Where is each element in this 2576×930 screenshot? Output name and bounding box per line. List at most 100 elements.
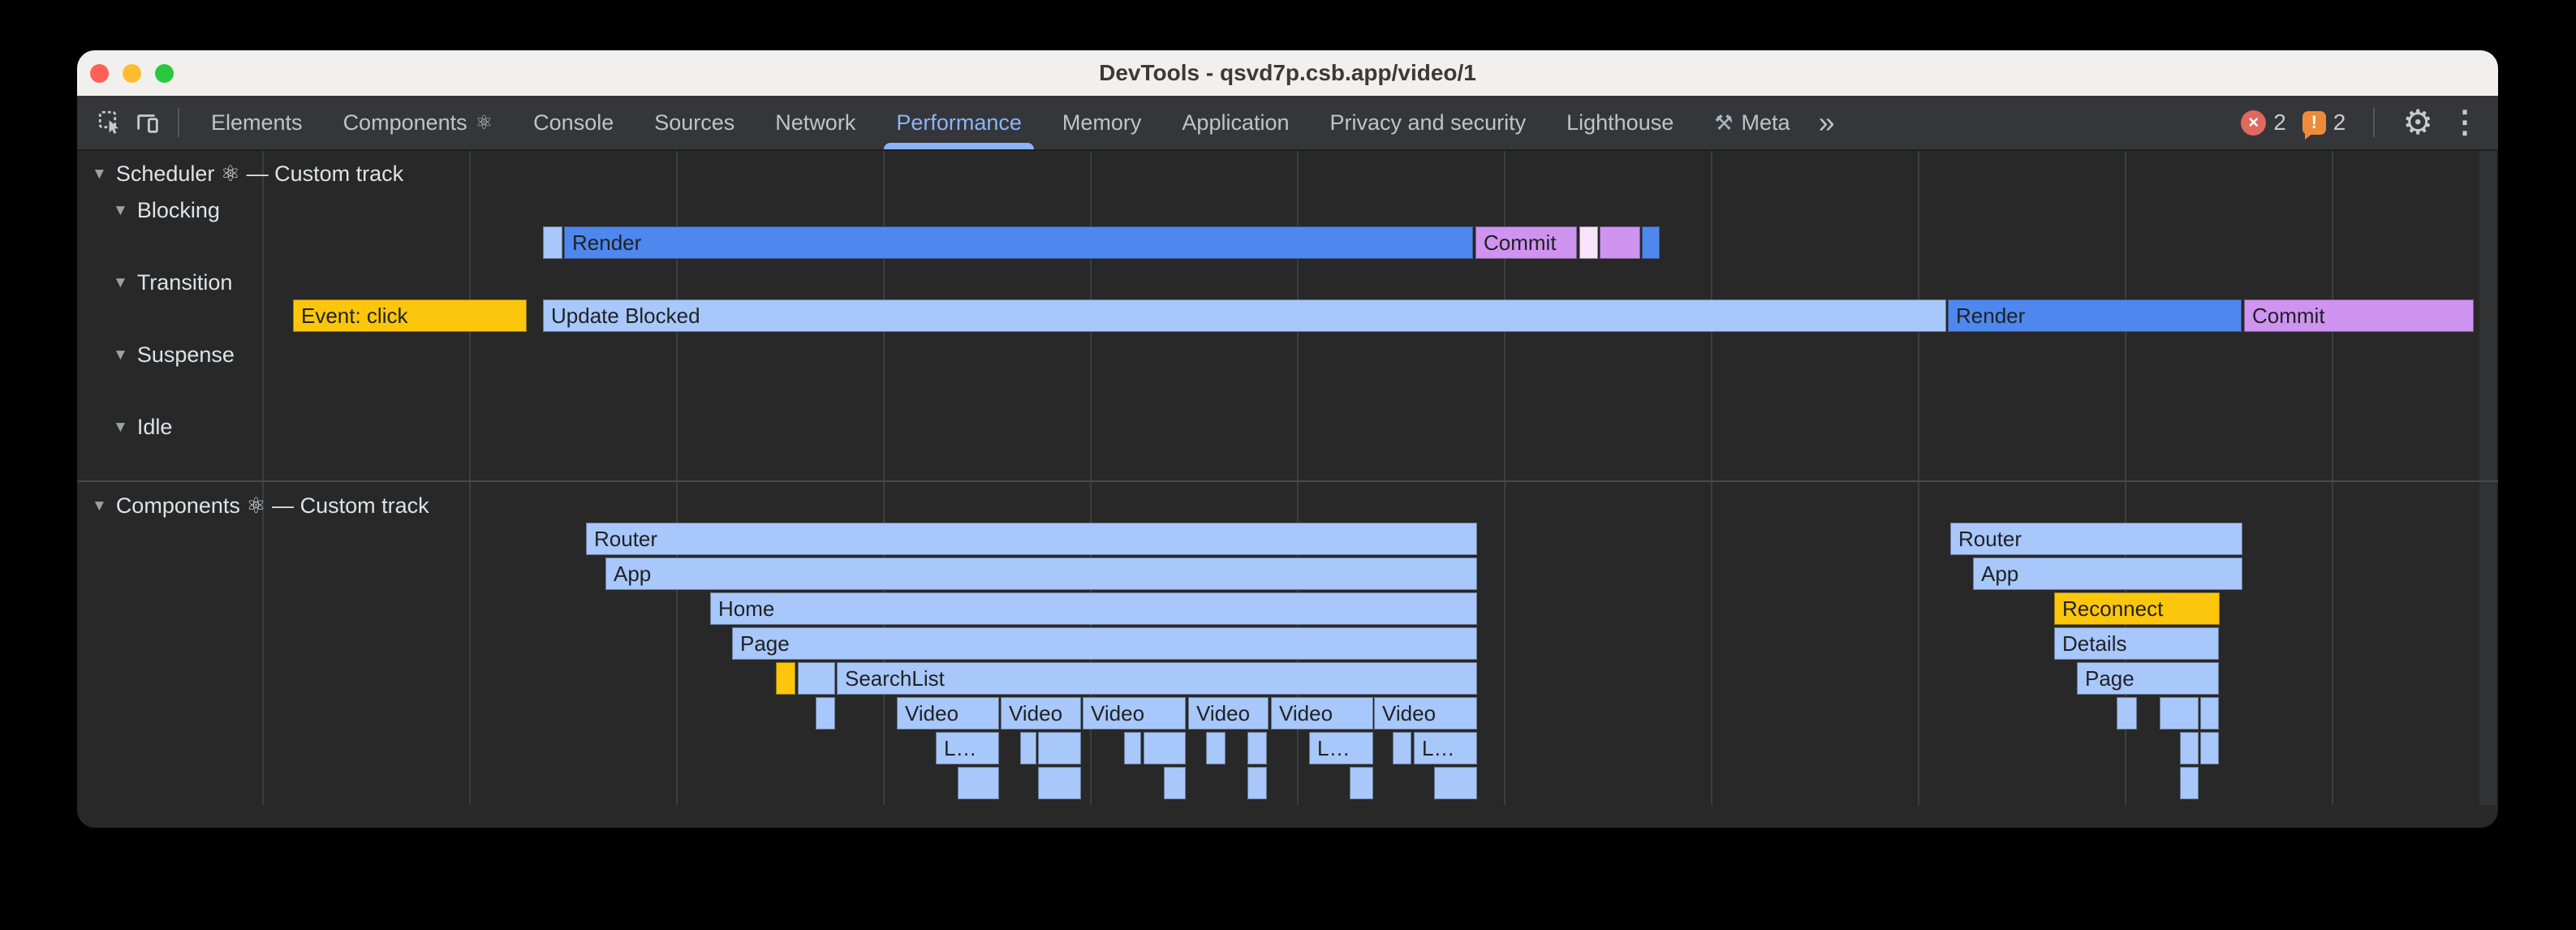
flame-bar[interactable] xyxy=(1206,732,1226,764)
warning-count-badge[interactable]: ! 2 xyxy=(2302,110,2346,140)
tab-elements[interactable]: Elements xyxy=(191,96,323,149)
flame-bar-label: Update Blocked xyxy=(551,304,700,328)
device-toolbar-icon[interactable] xyxy=(129,104,166,141)
timeline-scrollbar-gutter[interactable] xyxy=(2479,151,2496,805)
flame-bar-video[interactable]: Video xyxy=(1271,697,1373,730)
flame-bar-video[interactable]: Video xyxy=(1001,697,1081,730)
flame-bar-details[interactable]: Details xyxy=(2054,627,2219,660)
collapse-triangle-icon[interactable]: ▼ xyxy=(113,418,128,436)
tab-components[interactable]: Components ⚛ xyxy=(323,96,514,149)
track-title: Scheduler ⚛ — Custom track xyxy=(115,161,404,186)
flame-bar[interactable] xyxy=(2180,767,2199,799)
flame-bar-l[interactable]: L… xyxy=(1309,732,1373,764)
flame-bar-label: Home xyxy=(718,596,775,621)
flame-bar-app[interactable]: App xyxy=(1973,558,2242,590)
flame-bar[interactable] xyxy=(1600,226,1640,259)
flame-bar[interactable] xyxy=(776,662,795,695)
collapse-triangle-icon[interactable]: ▼ xyxy=(113,201,128,219)
tab-console[interactable]: Console xyxy=(513,96,634,149)
tab-network[interactable]: Network xyxy=(755,96,876,149)
flame-bar-label: Details xyxy=(2062,631,2127,656)
tab-lighthouse[interactable]: Lighthouse xyxy=(1546,96,1694,149)
flame-bar[interactable] xyxy=(2160,697,2199,730)
toolbar-divider xyxy=(2373,108,2376,137)
flame-bar-video[interactable]: Video xyxy=(1374,697,1477,730)
flame-bar-commit[interactable]: Commit xyxy=(2244,299,2474,332)
flame-bar[interactable] xyxy=(1579,226,1598,259)
close-window-button[interactable] xyxy=(90,63,109,83)
track-label-suspense[interactable]: ▼ Suspense xyxy=(113,342,235,367)
flame-bar-reconnect[interactable]: Reconnect xyxy=(2054,592,2220,625)
minimize-window-button[interactable] xyxy=(123,63,141,83)
flame-bar[interactable] xyxy=(958,767,999,799)
tab-privacy-and-security[interactable]: Privacy and security xyxy=(1310,96,1547,149)
flame-bar[interactable] xyxy=(1350,767,1373,799)
titlebar: DevTools - qsvd7p.csb.app/video/1 xyxy=(77,50,2498,96)
flame-bar[interactable] xyxy=(1038,732,1081,764)
flame-bar-page[interactable]: Page xyxy=(732,627,1477,660)
more-options-icon[interactable]: ⋮ xyxy=(2449,105,2480,140)
track-label-components-custom-track[interactable]: ▼ Components ⚛ — Custom track xyxy=(92,493,429,518)
tab-application[interactable]: Application xyxy=(1161,96,1309,149)
flame-bar-label: Video xyxy=(1196,701,1251,725)
flame-bar[interactable] xyxy=(1164,767,1186,799)
error-count-badge[interactable]: × 2 xyxy=(2241,110,2286,136)
react-atom-icon: ⚛ xyxy=(475,111,493,134)
flame-bar[interactable] xyxy=(1393,732,1411,764)
tab-label: Components xyxy=(342,110,467,135)
collapse-triangle-icon[interactable]: ▼ xyxy=(92,165,107,183)
flame-bar-searchlist[interactable]: SearchList xyxy=(837,662,1477,695)
zoom-window-button[interactable] xyxy=(155,63,174,83)
flame-bar[interactable] xyxy=(1144,732,1186,764)
window-title: DevTools - qsvd7p.csb.app/video/1 xyxy=(1099,60,1476,85)
flame-bar[interactable] xyxy=(1038,767,1081,799)
inspect-element-icon[interactable] xyxy=(92,104,129,141)
flame-bar-router[interactable]: Router xyxy=(1950,523,2242,555)
flame-bar[interactable] xyxy=(1247,732,1267,764)
flame-bar[interactable] xyxy=(816,697,835,730)
collapse-triangle-icon[interactable]: ▼ xyxy=(92,497,107,515)
flame-bar-home[interactable]: Home xyxy=(710,592,1477,625)
flame-bar-event-click[interactable]: Event: click xyxy=(293,299,527,332)
tab-memory[interactable]: Memory xyxy=(1042,96,1162,149)
flame-bar-label: Video xyxy=(1009,701,1063,725)
flame-bar-update-blocked[interactable]: Update Blocked xyxy=(543,299,1946,332)
flame-bar-l[interactable]: L… xyxy=(1414,732,1477,764)
flame-bar-label: L… xyxy=(944,736,977,760)
flame-bar-commit[interactable]: Commit xyxy=(1475,226,1577,259)
flame-bar-render[interactable]: Render xyxy=(1948,299,2242,332)
flame-bar[interactable] xyxy=(543,226,562,259)
flame-bar-render[interactable]: Render xyxy=(564,226,1473,259)
flame-bar-router[interactable]: Router xyxy=(586,523,1477,555)
tab-performance[interactable]: Performance xyxy=(876,96,1042,149)
more-tabs-button[interactable]: » xyxy=(1818,105,1835,139)
flame-bar[interactable] xyxy=(2200,732,2219,764)
track-label-transition[interactable]: ▼ Transition xyxy=(113,270,232,295)
tab-label: Memory xyxy=(1062,110,1142,135)
flame-bar-app[interactable]: App xyxy=(605,558,1477,590)
flame-bar[interactable] xyxy=(1247,767,1267,799)
flame-bar-label: App xyxy=(614,562,652,586)
flame-bar[interactable] xyxy=(2180,732,2199,764)
flame-bar[interactable] xyxy=(2200,697,2219,730)
flame-bar[interactable] xyxy=(2117,697,2137,730)
flame-bar[interactable] xyxy=(1124,732,1141,764)
flame-bar[interactable] xyxy=(798,662,835,695)
settings-gear-icon[interactable]: ⚙ xyxy=(2402,103,2433,141)
track-label-idle[interactable]: ▼ Idle xyxy=(113,415,172,439)
tab-meta[interactable]: ⚒ Meta xyxy=(1694,96,1810,149)
flame-bar-video[interactable]: Video xyxy=(1083,697,1186,730)
tab-sources[interactable]: Sources xyxy=(634,96,755,149)
collapse-triangle-icon[interactable]: ▼ xyxy=(113,273,128,291)
collapse-triangle-icon[interactable]: ▼ xyxy=(113,346,128,364)
flame-bar-l[interactable]: L… xyxy=(936,732,999,764)
track-label-blocking[interactable]: ▼ Blocking xyxy=(113,198,220,222)
flame-bar-video[interactable]: Video xyxy=(1188,697,1269,730)
flame-bar[interactable] xyxy=(1434,767,1477,799)
performance-timeline[interactable]: ▼ Scheduler ⚛ — Custom track ▼ Blocking ▼ Tra… xyxy=(77,151,2498,828)
flame-bar-page[interactable]: Page xyxy=(2077,662,2219,695)
track-label-scheduler-custom-track[interactable]: ▼ Scheduler ⚛ — Custom track xyxy=(92,161,404,186)
flame-bar[interactable] xyxy=(1020,732,1036,764)
flame-bar-video[interactable]: Video xyxy=(897,697,999,730)
flame-bar[interactable] xyxy=(1642,226,1660,259)
